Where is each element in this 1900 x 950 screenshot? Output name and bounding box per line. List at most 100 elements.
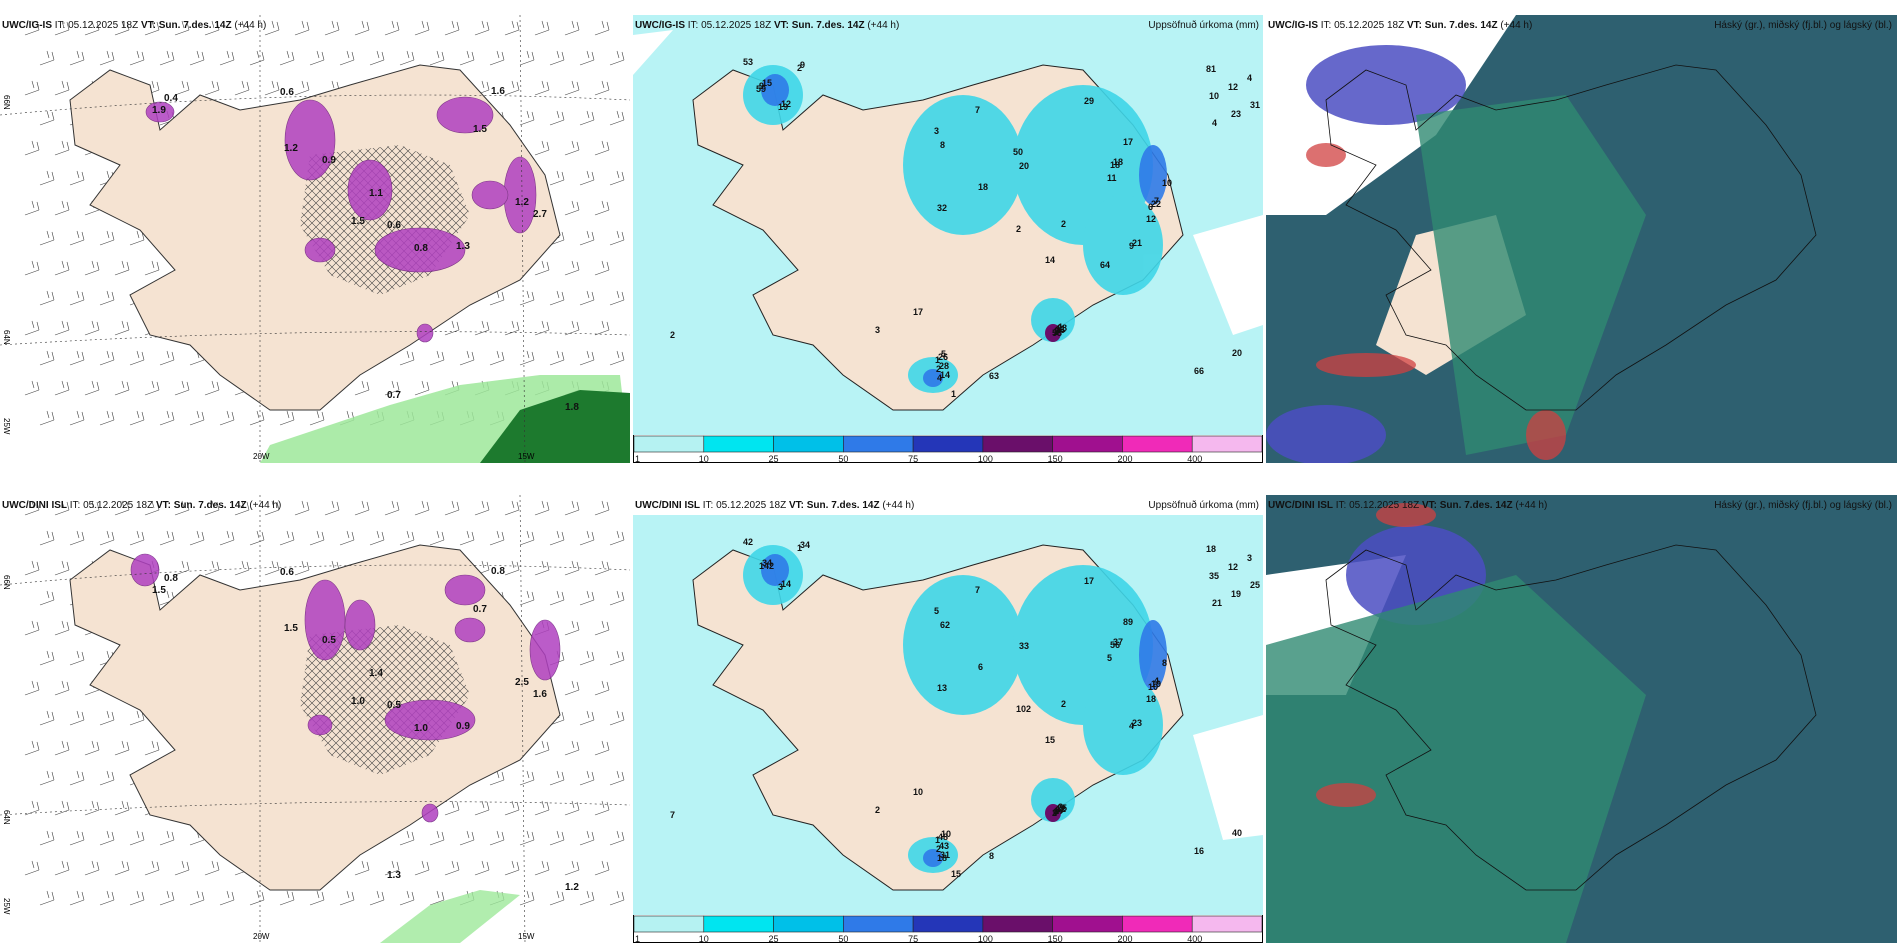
wind-barb (144, 20, 160, 36)
wind-barb (159, 50, 175, 66)
wind-barb (339, 890, 355, 906)
wind-barb (594, 140, 610, 156)
wind-barb (504, 800, 520, 816)
wind-barb (279, 50, 295, 66)
colorbar-tick: 25 (769, 454, 779, 463)
wind-barb (504, 560, 520, 576)
mid-cloud (1416, 95, 1646, 455)
wind-barb (489, 350, 505, 366)
wind-barb (39, 710, 55, 726)
value-label: 0.5 (387, 700, 401, 711)
wind-barb (609, 290, 625, 306)
axis-25w-bottom: 25W (2, 898, 11, 915)
heavy-precip (761, 554, 1167, 867)
wind-barb (114, 380, 130, 396)
wind-barb (129, 530, 145, 546)
wind-barb (39, 50, 55, 66)
wind-barb (609, 350, 625, 366)
it-value: 05.12.2025 18Z (1349, 500, 1420, 511)
colorbar-swatch (1122, 435, 1193, 453)
colorbar-swatch (633, 435, 705, 453)
value-label: 1.5 (284, 623, 298, 634)
wind-barb (534, 80, 550, 96)
value-label: 89 (1123, 617, 1133, 627)
value-label: 10 (941, 829, 951, 839)
colorbar-swatch (1052, 915, 1123, 933)
wind-barb (84, 740, 100, 756)
value-label: 5 (941, 349, 946, 359)
wind-barb (594, 320, 610, 336)
value-label: 2 (936, 844, 941, 854)
value-labels: 0.6 0.5 1.0 0.8 1.6 1.2 1.5 0.5 1.4 0.9 0.7 2.5 1.3 0… (152, 566, 579, 893)
wind-barb (234, 560, 250, 576)
wind-barb (39, 350, 55, 366)
wind-barb (459, 350, 475, 366)
wind-barb (534, 800, 550, 816)
colorbar-swatch (912, 915, 984, 933)
colorbar-swatch (1191, 915, 1263, 933)
value-label: 3 (778, 582, 783, 592)
wind-barb (204, 500, 220, 516)
wind-barb (609, 50, 625, 66)
top-middle-header: UWC/IG-IS IT: 05.12.2025 18Z VT: Sun. 7.… (635, 20, 1261, 31)
wind-barb (354, 860, 370, 876)
wind-barb (84, 500, 100, 516)
wind-barb (69, 410, 85, 426)
wind-barb (144, 860, 160, 876)
value-label: 21 (1212, 598, 1222, 608)
wind-barb (99, 350, 115, 366)
wind-barb (519, 110, 535, 126)
value-label: 18 (1110, 160, 1120, 170)
wind-barb (444, 500, 460, 516)
wind-barb (504, 20, 520, 36)
wind-barb (99, 530, 115, 546)
wind-barb (39, 110, 55, 126)
colorbar-tick: 100 (978, 934, 993, 943)
value-label: 0.8 (491, 566, 505, 577)
wind-barb (84, 320, 100, 336)
wind-barb (144, 740, 160, 756)
bottom-middle-map: 4262541032213433183731251619146152343121… (633, 495, 1263, 915)
value-label: 23 (1132, 718, 1142, 728)
wind-barb (564, 500, 580, 516)
vt-label: VT: (1421, 500, 1437, 511)
wind-barb (99, 770, 115, 786)
wind-barb (114, 20, 130, 36)
value-label: 64 (1100, 260, 1110, 270)
wind-barb (264, 20, 280, 36)
value-label: 7 (975, 585, 980, 595)
value-label: 2 (1016, 224, 1021, 234)
wind-barb (354, 380, 370, 396)
value-label: 9 (800, 60, 805, 70)
wind-barb (24, 860, 40, 876)
wind-barb (294, 500, 310, 516)
value-label: 0.9 (322, 155, 336, 166)
value-label: 18 (937, 853, 947, 863)
value-label: 4 (1247, 73, 1252, 83)
value-label: 3 (1058, 802, 1063, 812)
wind-barb (594, 500, 610, 516)
value-label: 1.4 (369, 668, 383, 679)
value-label: 10 (1209, 91, 1219, 101)
wind-barb (474, 800, 490, 816)
grid-lines (0, 15, 630, 463)
wind-barb (234, 80, 250, 96)
colorbar-swatch (703, 915, 774, 933)
colorbar-swatch (1191, 435, 1263, 453)
wind-barb (219, 50, 235, 66)
it-value: 05.12.2025 18Z (83, 500, 154, 511)
wind-barb (69, 890, 85, 906)
value-label: 0.5 (322, 635, 336, 646)
value-label: 4 (1129, 721, 1134, 731)
snow-areas (130, 553, 561, 823)
wind-barb (564, 680, 580, 696)
value-label: 28 (1057, 323, 1067, 333)
wind-barb (609, 770, 625, 786)
lead-time: (+44 h) (234, 20, 267, 31)
colorbar-tick: 1 (635, 934, 640, 943)
colorbar-tick: 75 (908, 454, 918, 463)
value-label: 63 (989, 371, 999, 381)
value-label: 10 (1162, 178, 1172, 188)
value-label: 11 (1056, 324, 1066, 334)
value-label: 10 (913, 787, 923, 797)
